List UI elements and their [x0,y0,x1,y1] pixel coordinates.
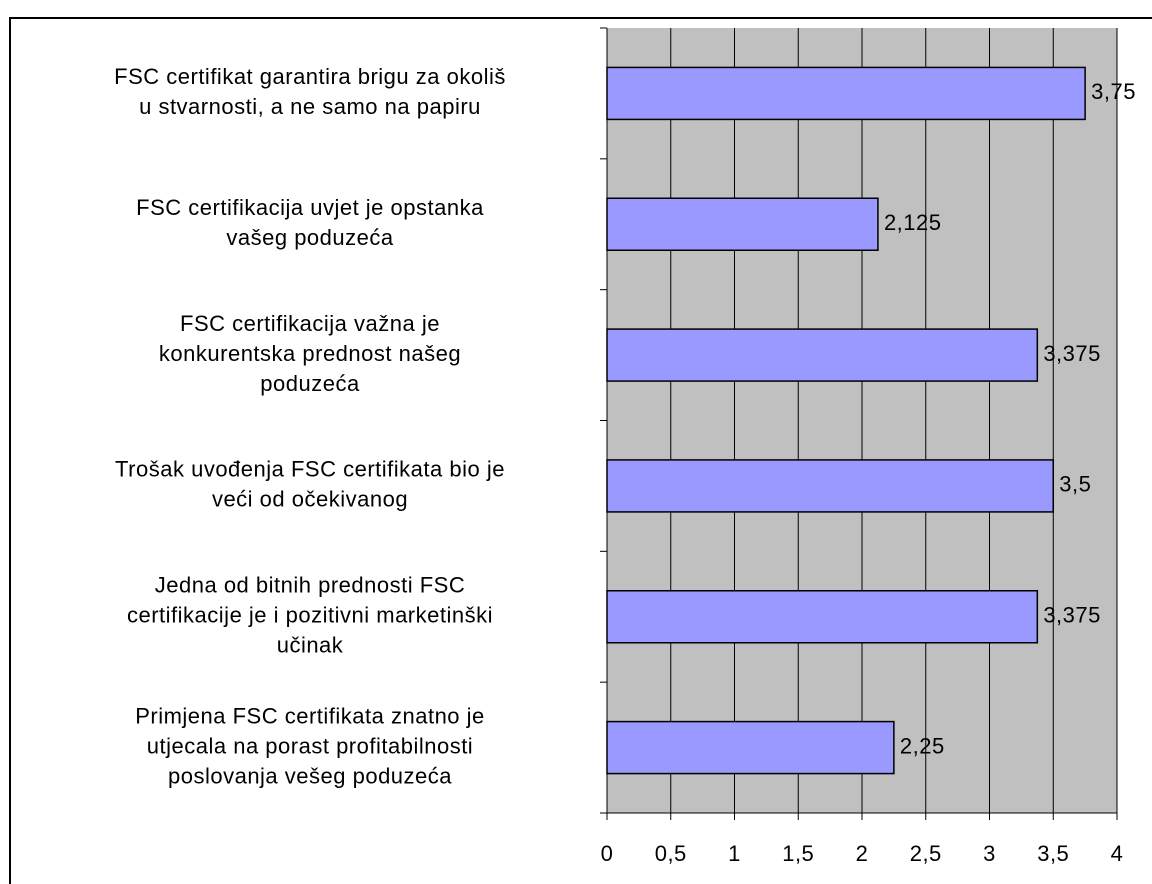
data-label: 3,75 [1091,79,1136,104]
bar [606,459,1054,513]
bar [606,720,895,775]
data-label: 2,125 [884,210,942,235]
y-tick-label: Trošak uvođenja FSC certifikata bio je [115,457,505,482]
x-tick-label: 2 [856,841,869,866]
data-label: 3,375 [1043,341,1101,366]
y-tick-label: vašeg poduzeća [226,225,393,250]
bar [606,328,1039,382]
y-tick-label: poslovanja vešeg poduzeća [168,763,452,788]
y-tick-label: u stvarnosti, a ne samo na papiru [139,94,481,119]
y-tick-label: FSC certifikacija važna je [180,311,440,336]
y-tick-label: konkurentska prednost našeg [159,341,461,366]
y-tick-label: učinak [277,633,344,658]
y-tick-label: FSC certifikacija uvjet je opstanka [136,195,484,220]
x-tick-label: 0 [601,841,614,866]
y-tick-label: veći od očekivanog [212,487,408,512]
x-tick-label: 1,5 [782,841,814,866]
bar [606,197,879,251]
data-label: 3,375 [1043,603,1101,628]
data-label: 3,5 [1059,472,1091,497]
x-tick-label: 3,5 [1037,841,1069,866]
data-label: 2,25 [900,733,945,758]
y-tick-label: Primjena FSC certifikata znatno je [135,703,485,728]
x-tick-label: 2,5 [910,841,942,866]
x-tick-label: 3 [983,841,996,866]
bar [606,590,1039,644]
y-tick-label: utjecala na porast profitabilnosti [147,733,473,758]
bar [606,66,1086,121]
chart-frame [9,17,1152,884]
y-tick-label: Jedna od bitnih prednosti FSC [155,573,465,598]
y-tick-label: certifikacije je i pozitivni marketinški [127,603,493,628]
x-tick-label: 0,5 [655,841,687,866]
y-tick-label: FSC certifikat garantira brigu za okoliš [114,64,506,89]
x-tick-label: 1 [728,841,741,866]
y-tick-label: poduzeća [260,371,360,396]
x-tick-label: 4 [1111,841,1124,866]
